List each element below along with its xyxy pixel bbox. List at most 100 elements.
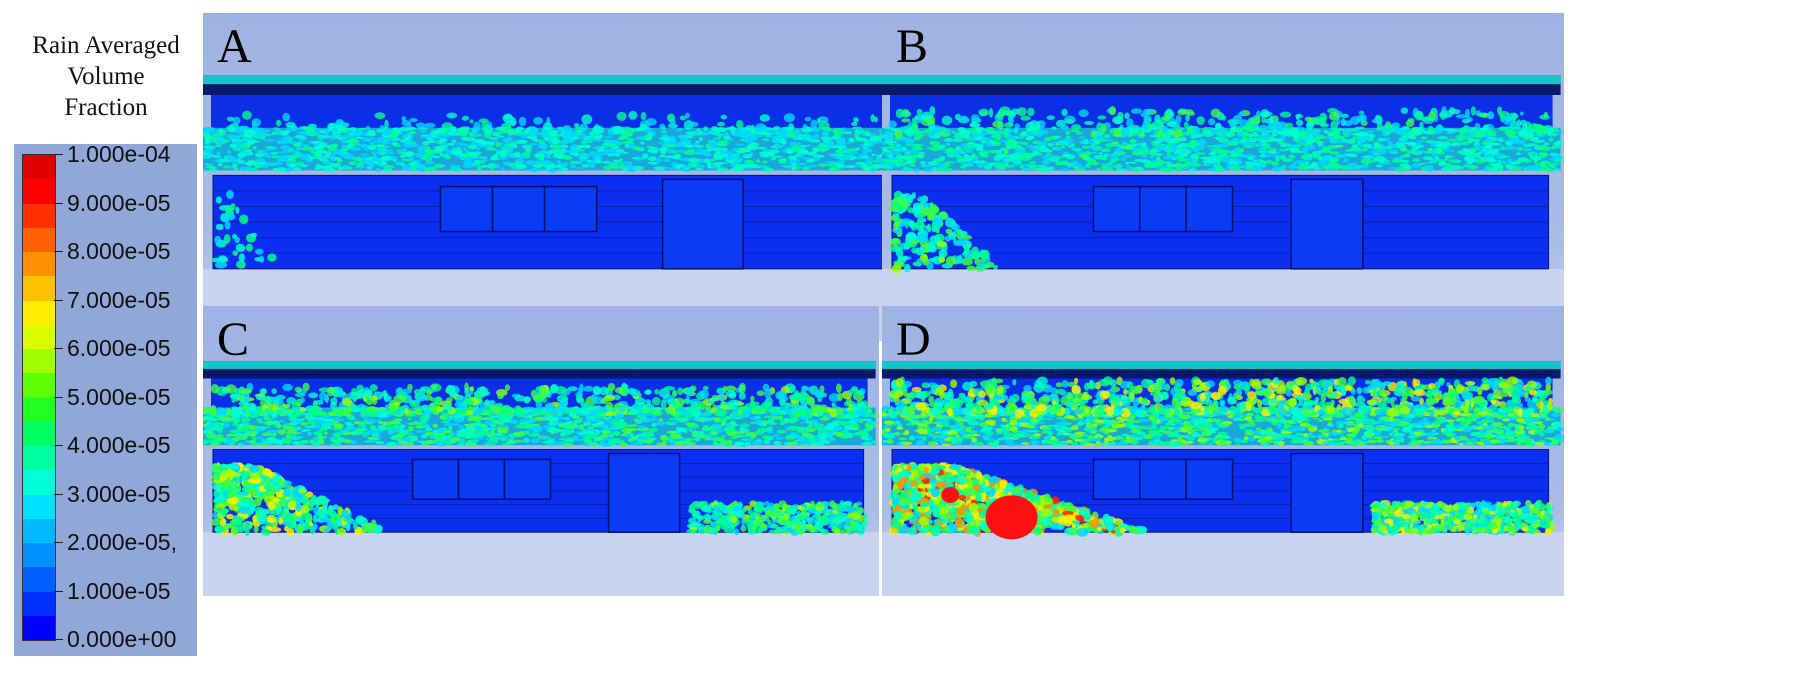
rain-speckle: [354, 165, 366, 169]
rain-speckle: [917, 233, 929, 243]
rain-speckle: [347, 143, 355, 147]
rain-speckle: [538, 155, 544, 160]
rain-speckle: [1328, 140, 1341, 144]
rain-speckle: [649, 437, 657, 441]
rain-speckle: [440, 420, 451, 424]
rain-speckle: [1548, 137, 1554, 142]
rain-speckle: [255, 248, 264, 255]
rain-speckle: [816, 434, 828, 439]
rain-speckle: [1397, 144, 1407, 150]
rain-speckle: [218, 437, 227, 441]
rain-speckle: [206, 424, 216, 429]
rain-speckle: [806, 164, 818, 168]
rain-speckle: [300, 136, 306, 139]
rain-speckle: [1329, 160, 1337, 165]
rain-speckle: [567, 430, 576, 434]
rain-speckle: [340, 148, 349, 152]
rain-speckle: [715, 162, 728, 165]
rain-speckle: [656, 442, 666, 446]
tick-mark: [54, 590, 63, 592]
rain-speckle: [714, 133, 726, 136]
rain-speckle: [790, 141, 801, 146]
rain-speckle: [700, 131, 710, 136]
rain-speckle: [341, 144, 348, 148]
rain-speckle: [481, 120, 489, 131]
rain-speckle: [792, 147, 801, 153]
rain-speckle: [1516, 119, 1522, 129]
rain-speckle: [371, 157, 383, 162]
rain-speckle: [1319, 123, 1330, 128]
rain-speckle: [1295, 114, 1304, 119]
rain-speckle: [898, 126, 908, 132]
rain-speckle: [1071, 145, 1076, 151]
rain-speckle: [584, 428, 595, 432]
rain-speckle: [1091, 161, 1098, 166]
rain-speckle: [357, 143, 369, 147]
rain-speckle: [1060, 160, 1070, 166]
rain-speckle: [1311, 161, 1318, 167]
rain-speckle: [888, 132, 895, 136]
rain-speckle: [312, 431, 323, 436]
rain-speckle: [1186, 111, 1196, 116]
rain-speckle: [1431, 152, 1439, 158]
rain-speckle: [314, 166, 323, 170]
rain-speckle: [754, 123, 767, 133]
rain-speckle: [717, 121, 725, 127]
rain-speckle: [578, 432, 588, 435]
rain-speckle: [817, 163, 829, 167]
rain-speckle: [537, 143, 546, 148]
rain-speckle: [976, 130, 984, 134]
rain-speckle: [622, 167, 628, 171]
rain-speckle: [1445, 131, 1456, 135]
rain-speckle: [1113, 156, 1120, 162]
rain-speckle: [547, 422, 559, 426]
rain-speckle: [1096, 167, 1102, 172]
rain-speckle: [1019, 156, 1032, 161]
rain-speckle: [575, 438, 584, 442]
rain-speckle: [260, 437, 267, 443]
rain-speckle: [505, 136, 513, 141]
window: [1092, 185, 1141, 233]
rain-speckle: [723, 424, 733, 427]
rain-speckle: [481, 164, 488, 168]
rain-speckle: [1312, 116, 1324, 126]
rain-speckle: [988, 108, 994, 118]
rain-speckle: [391, 428, 401, 432]
rain-speckle: [694, 167, 704, 171]
rain-speckle: [500, 122, 512, 131]
rain-speckle: [1419, 121, 1424, 130]
rain-speckle: [883, 136, 894, 141]
rain-speckle: [950, 223, 960, 231]
rain-speckle: [708, 146, 715, 149]
rain-speckle: [536, 168, 547, 172]
rain-speckle: [921, 111, 933, 121]
rain-speckle: [608, 434, 614, 438]
rain-speckle: [650, 130, 656, 137]
rain-speckle: [1053, 147, 1062, 151]
rain-speckle: [755, 158, 761, 164]
rain-speckle: [384, 165, 395, 169]
rain-speckle: [1225, 133, 1232, 138]
rain-speckle: [1318, 161, 1329, 167]
rain-speckle: [1142, 108, 1154, 115]
rain-speckle: [407, 425, 414, 430]
rain-speckle: [1003, 149, 1009, 155]
rain-speckle: [1303, 128, 1316, 135]
rain-speckle: [1060, 124, 1069, 130]
rain-speckle: [713, 137, 722, 141]
rain-speckle: [1395, 140, 1406, 143]
rain-speckle: [569, 164, 577, 169]
rain-speckle: [842, 432, 855, 437]
rain-speckle: [1228, 140, 1240, 145]
rain-speckle: [1184, 166, 1191, 170]
rain-speckle: [957, 238, 968, 246]
rain-speckle: [318, 136, 325, 141]
rain-speckle: [1498, 126, 1510, 131]
rain-speckle: [1401, 163, 1411, 168]
rain-speckle: [1441, 166, 1454, 172]
rain-speckle: [485, 427, 498, 431]
rain-speckle: [742, 134, 752, 139]
rain-speckle: [721, 153, 729, 158]
tick-label: 1.000e-05: [67, 577, 171, 604]
rain-speckle: [776, 429, 787, 434]
